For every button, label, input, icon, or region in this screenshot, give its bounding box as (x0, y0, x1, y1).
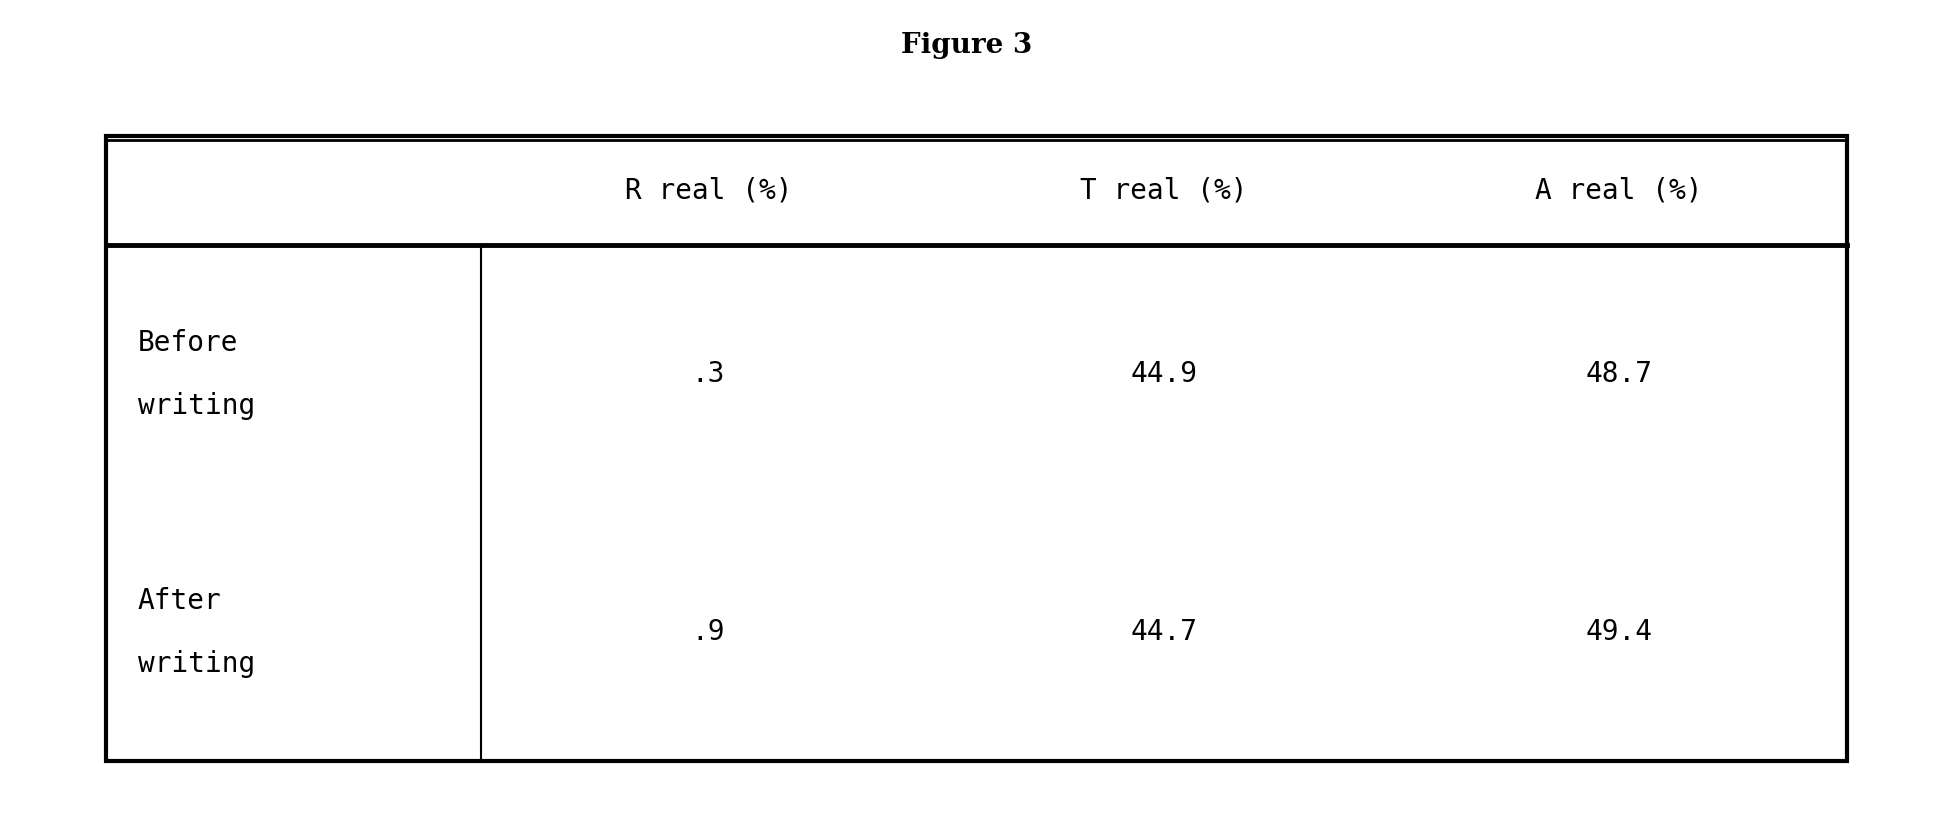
Text: .9: .9 (692, 618, 725, 646)
Text: 44.9: 44.9 (1129, 360, 1197, 388)
Text: 44.7: 44.7 (1129, 618, 1197, 646)
Text: After: After (137, 587, 222, 615)
Text: writing: writing (137, 649, 255, 677)
Text: A real (%): A real (%) (1536, 176, 1704, 205)
Text: Before: Before (137, 329, 238, 357)
Text: .3: .3 (692, 360, 725, 388)
Text: T real (%): T real (%) (1079, 176, 1247, 205)
Text: Figure 3: Figure 3 (901, 32, 1033, 58)
Text: writing: writing (137, 392, 255, 420)
Text: 48.7: 48.7 (1586, 360, 1654, 388)
Text: R real (%): R real (%) (625, 176, 793, 205)
Text: 49.4: 49.4 (1586, 618, 1654, 646)
